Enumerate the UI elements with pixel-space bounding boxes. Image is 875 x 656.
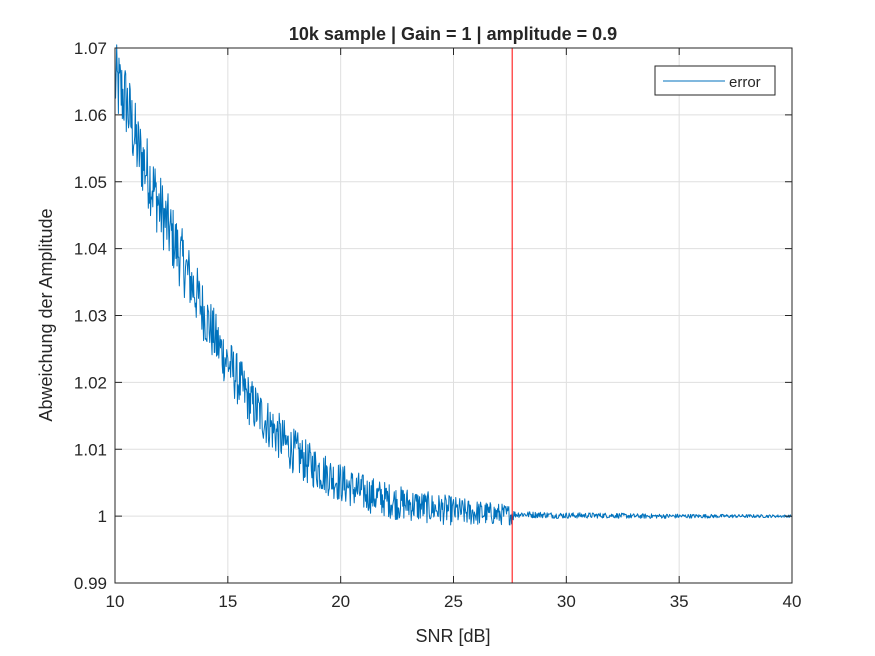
y-tick-label: 1.03	[74, 307, 107, 326]
x-tick-label: 20	[331, 592, 350, 611]
x-axis-label: SNR [dB]	[415, 626, 490, 646]
legend: error	[654, 65, 776, 96]
y-axis-label: Abweichung der Amplitude	[36, 208, 56, 421]
x-tick-label: 30	[557, 592, 576, 611]
series-layer	[114, 44, 793, 526]
y-tick-label: 0.99	[74, 574, 107, 593]
y-tick-label: 1.04	[74, 240, 107, 259]
x-tick-label: 40	[783, 592, 802, 611]
y-axis-ticks: 0.99 1 1.01 1.02 1.03 1.04 1.05 1.06 1.07	[74, 39, 792, 593]
legend-label-error: error	[729, 74, 761, 91]
x-tick-label: 25	[444, 592, 463, 611]
x-tick-label: 35	[670, 592, 689, 611]
x-axis-ticks: 10 15 20 25 30 35 40	[106, 48, 802, 611]
chart-title: 10k sample | Gain = 1 | amplitude = 0.9	[289, 24, 617, 44]
y-tick-label: 1.02	[74, 373, 107, 392]
y-tick-label: 1.06	[74, 106, 107, 125]
x-tick-label: 10	[106, 592, 125, 611]
series-line-error	[114, 44, 793, 526]
y-tick-label: 1.07	[74, 39, 107, 58]
y-tick-label: 1.05	[74, 173, 107, 192]
y-tick-label: 1	[98, 507, 107, 526]
x-tick-label: 15	[218, 592, 237, 611]
y-tick-label: 1.01	[74, 440, 107, 459]
